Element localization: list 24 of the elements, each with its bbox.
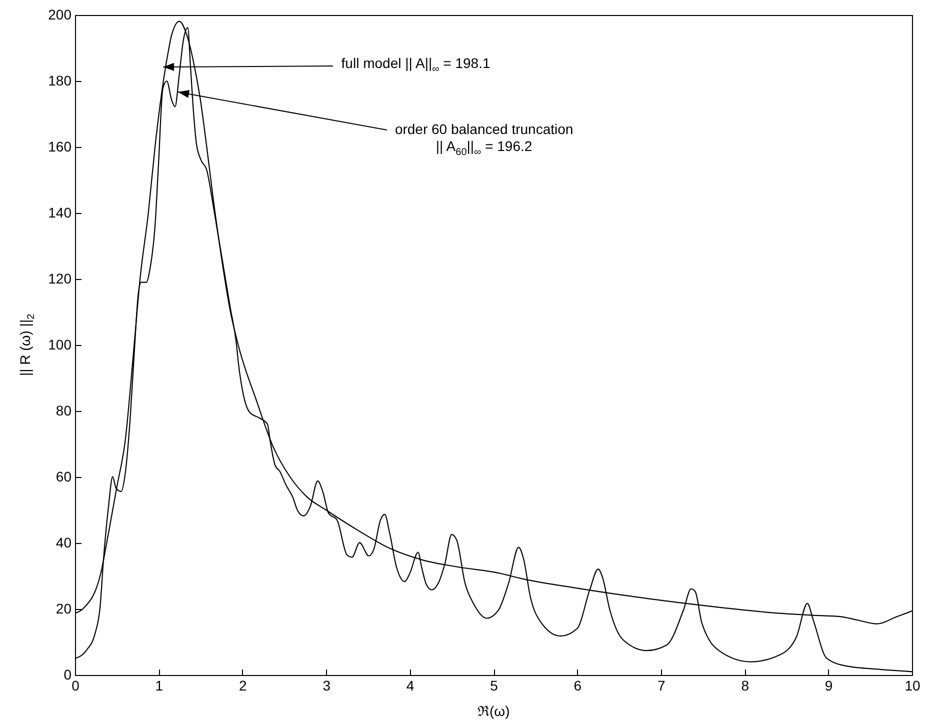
x-tick-label: 2: [239, 678, 247, 694]
x-tick-label: 10: [904, 678, 920, 694]
y-tick-label: 200: [48, 6, 72, 22]
y-tick-label: 140: [48, 204, 72, 220]
y-tick-label: 160: [48, 138, 72, 154]
x-tick-label: 4: [406, 678, 414, 694]
x-tick-label: 1: [155, 678, 164, 694]
x-axis-title: ℜ(ω): [478, 703, 510, 720]
annotation: order 60 balanced truncation || A$_{60}$||$_{∞}$ = 196.2: [394, 120, 574, 160]
x-tick-label: 3: [322, 678, 331, 694]
y-tick-label: 0: [64, 666, 72, 682]
x-tick-label: 9: [824, 678, 833, 694]
x-tick-label: 5: [490, 678, 498, 694]
x-tick-label: 7: [658, 678, 666, 694]
x-tick-label: 8: [741, 678, 750, 694]
y-tick-label: 40: [56, 534, 72, 550]
annotation: full model || A||$_{∞}$ = 198.1: [341, 55, 490, 77]
y-tick-label: 180: [48, 72, 72, 88]
y-tick-label: 100: [48, 336, 72, 352]
y-tick-label: 60: [56, 468, 72, 484]
x-tick-label: 6: [574, 678, 582, 694]
y-tick-label: 80: [56, 402, 72, 418]
y-tick-label: 20: [56, 600, 72, 616]
y-tick-label: 120: [48, 270, 72, 286]
